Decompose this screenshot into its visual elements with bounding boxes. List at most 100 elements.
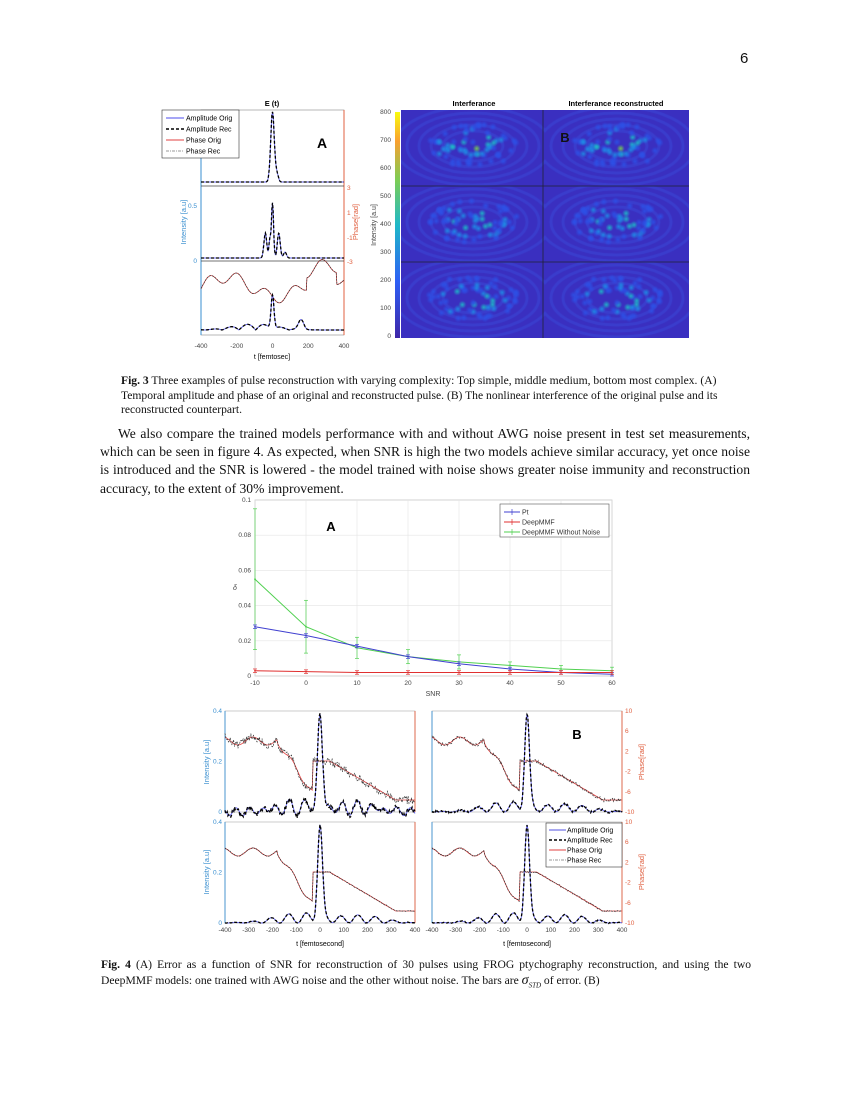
data-point — [254, 578, 256, 581]
fig3a-xlabel: t [femtosec] — [254, 354, 290, 361]
legend-phase-rec: Phase Rec — [186, 149, 221, 156]
data-point — [509, 668, 511, 670]
data-point — [509, 671, 511, 674]
x-tick-label: 50 — [557, 680, 565, 687]
y-tick-label: 0.04 — [238, 603, 251, 610]
x-tick-label: 10 — [353, 680, 361, 687]
y-tick-left: 0.2 — [213, 870, 222, 877]
amplitude-orig-line — [201, 293, 344, 331]
phase-rec-line — [224, 847, 416, 912]
y-tick-right: -3 — [347, 259, 353, 266]
data-point — [458, 662, 460, 665]
legend-entry: DeepMMF Without Noise — [522, 530, 600, 537]
x-tick-label: 30 — [455, 680, 463, 687]
phase-rec-line — [431, 735, 623, 803]
x-tick: 100 — [338, 927, 349, 934]
y-tick-right: -10 — [625, 920, 635, 927]
y-tick-right: 6 — [625, 839, 629, 846]
fig4-caption-label: Fig. 4 — [101, 958, 131, 971]
y-tick-label: 0.08 — [238, 532, 251, 539]
x-tick-label: 20 — [404, 680, 412, 687]
fig4-caption-text-end: of error. (B) — [541, 973, 600, 987]
y-tick-right: 10 — [625, 708, 633, 715]
colorbar-tick: 200 — [380, 277, 391, 284]
y-tick-label: 0.02 — [238, 638, 251, 645]
sigma-subscript: STD — [528, 980, 542, 989]
paragraph-text: We also compare the trained models perfo… — [100, 426, 750, 496]
data-point — [305, 634, 307, 637]
x-tick: -200 — [230, 343, 243, 350]
fig3-panel-b: Interferance Interferance reconstructed … — [371, 99, 689, 340]
fig3a-curves — [201, 112, 345, 331]
sigma-symbol: σ — [521, 972, 529, 988]
data-point — [458, 671, 460, 674]
amplitude-rec-line — [431, 712, 623, 815]
fig4b-xlabel-right: t [femtosecond] — [503, 941, 551, 948]
colorbar-tick: 300 — [380, 249, 391, 256]
colorbar-label: Intensity [a.u] — [371, 204, 378, 246]
subplot-curves — [431, 712, 623, 815]
fig3b-title-right: Interferance reconstructed — [568, 99, 663, 108]
x-tick: 400 — [339, 343, 350, 350]
colorbar-tick: 100 — [380, 305, 391, 312]
x-tick: -300 — [242, 927, 255, 934]
x-tick: 200 — [303, 343, 314, 350]
fig4b-subplot: 10 6 2 -2 -6 -10 — [431, 708, 635, 816]
fig4b-subplot: 0.4 0.2 0 — [213, 708, 416, 819]
y-tick-left: 0 — [218, 920, 222, 927]
subplot-curves — [224, 713, 416, 819]
fig3b-title-left: Interferance — [453, 99, 496, 108]
fig3-caption: Fig. 3 Three examples of pulse reconstru… — [121, 374, 721, 418]
y-tick-right: 3 — [347, 185, 351, 192]
fig4-caption: Fig. 4 (A) Error as a function of SNR fo… — [101, 957, 751, 993]
fig4-caption-text: (A) Error as a function of SNR for recon… — [101, 958, 751, 987]
colorbar — [395, 112, 400, 338]
body-paragraph: We also compare the trained models perfo… — [100, 425, 750, 498]
x-tick: 400 — [617, 927, 628, 934]
series-line — [254, 670, 612, 673]
y-tick-left: 0 — [218, 809, 222, 816]
legend-amplitude-rec: Amplitude Rec — [567, 838, 613, 845]
fig3a-label: A — [317, 135, 327, 151]
series-pt — [253, 624, 614, 677]
series-line — [254, 578, 613, 672]
series-deepmmf — [253, 668, 614, 675]
chart-legend: Pt DeepMMF DeepMMF Without Noise — [499, 503, 610, 538]
x-tick: 200 — [362, 927, 373, 934]
colorbar-tick: 700 — [380, 137, 391, 144]
subplot-curves — [224, 824, 416, 925]
fig4b-ylabel-right-bottom: Phase[rad] — [637, 854, 646, 890]
x-tick: 400 — [410, 927, 421, 934]
x-tick: -100 — [290, 927, 303, 934]
data-point — [356, 671, 358, 674]
y-tick-right: 10 — [625, 819, 633, 826]
amplitude-rec-line — [431, 824, 622, 925]
fig4b-legend: Amplitude Orig Amplitude Rec Phase Orig … — [545, 822, 623, 868]
data-point — [254, 625, 256, 628]
fig4b-ylabel-right-top: Phase[rad] — [637, 744, 646, 780]
x-tick-label: 60 — [608, 680, 616, 687]
y-tick-left: 0.4 — [213, 819, 222, 826]
x-tick: -100 — [497, 927, 510, 934]
fig4b-xlabel-left: t [femtosecond] — [296, 941, 344, 948]
x-tick: -400 — [218, 927, 231, 934]
data-point — [509, 664, 511, 667]
data-point — [254, 669, 256, 672]
fig4b-ylabel-left-top: Intensity [a.u] — [202, 740, 211, 785]
fig4b-label: B — [572, 727, 581, 742]
colorbar-tick: 800 — [380, 109, 391, 116]
x-tick: 200 — [569, 927, 580, 934]
subplot-frame — [431, 710, 623, 813]
x-tick: 300 — [593, 927, 604, 934]
data-point — [407, 671, 409, 674]
y-tick-label: 0.06 — [238, 567, 251, 574]
y-tick-right: 2 — [625, 859, 629, 866]
colorbar-tick: 500 — [380, 193, 391, 200]
y-tick-label: 0.1 — [242, 497, 251, 504]
series-deepmmf-without-noise — [253, 508, 614, 675]
amplitude-orig-line — [432, 824, 623, 924]
amplitude-rec-line — [201, 202, 344, 259]
